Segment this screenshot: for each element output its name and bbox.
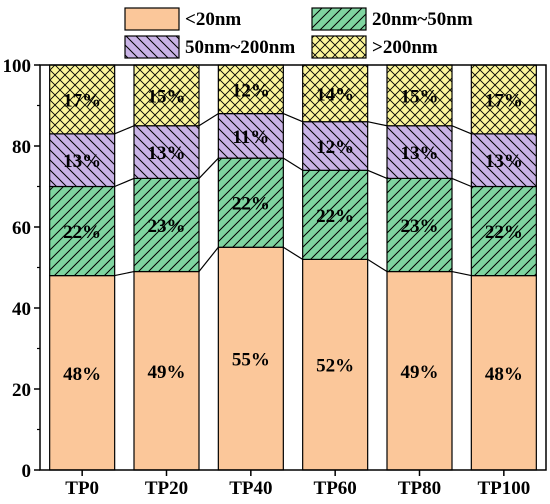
- bar-segment-20nm-tp80: [386, 270, 453, 471]
- connector-line: [451, 125, 472, 135]
- bar-pattern-20nm-50nm-tp20: [134, 178, 199, 272]
- bar-pattern-50nm-200nm-tp60: [302, 121, 368, 171]
- data-labels-group: 48% 22% 13% 17% 49% 23% 13% 15% 55% 22% 11% 12% 52% 2…: [63, 80, 523, 385]
- data-label: 13%: [485, 151, 523, 172]
- bar-pattern-50nm-200nm-tp80: [387, 125, 452, 179]
- bar-pattern-50nm-200nm-tp40: [218, 113, 284, 159]
- connector-line: [114, 177, 135, 188]
- bars-group: [49, 64, 537, 471]
- data-label: 13%: [148, 143, 186, 164]
- bar-pattern-50nm-200nm-tp100: [471, 133, 537, 187]
- connector-line: [198, 113, 219, 127]
- data-label: 13%: [63, 151, 101, 172]
- plot-frame: [39, 64, 547, 471]
- legend-swatch-pattern: [125, 36, 179, 58]
- bar-pattern-20nm-50nm-tp80: [387, 178, 452, 272]
- y-tick-label: 80: [12, 137, 31, 158]
- bar-pattern-20nm-50nm-tp0: [49, 186, 115, 276]
- bar-pattern-50nm-200nm-tp20: [134, 125, 199, 179]
- bar-pattern-20nm-50nm-tp100: [471, 186, 537, 276]
- x-tick-label: TP0: [65, 478, 99, 499]
- y-tick-label: 100: [3, 56, 32, 77]
- data-label: 23%: [401, 216, 439, 237]
- bar-pattern-200nm-tp20: [134, 65, 199, 126]
- data-label: 15%: [148, 86, 186, 107]
- data-label: 22%: [63, 222, 101, 243]
- connector-line: [367, 169, 388, 179]
- bar-pattern-20nm-50nm-tp40: [218, 158, 284, 248]
- legend-label: 50nm~200nm: [185, 37, 295, 58]
- bar-pattern-50nm-200nm-tp0: [49, 133, 115, 187]
- bar-segment-20nm-tp20: [133, 270, 200, 471]
- legend-swatch-pattern: [312, 8, 366, 30]
- connector-line: [114, 270, 135, 277]
- bar-pattern-200nm-tp0: [49, 65, 115, 134]
- data-label: 49%: [401, 362, 439, 383]
- data-label: 11%: [232, 127, 269, 148]
- data-label: 48%: [63, 364, 101, 385]
- y-tick-label: 40: [12, 299, 31, 320]
- y-tick-label: 60: [12, 218, 31, 239]
- legend-swatch-pattern: [312, 36, 366, 58]
- data-label: 17%: [63, 90, 101, 111]
- data-label: 17%: [485, 90, 523, 111]
- connector-line: [283, 246, 303, 260]
- connector-line: [283, 157, 303, 171]
- legend-label: <20nm: [185, 9, 241, 30]
- data-label: 22%: [316, 206, 354, 227]
- axes-group: 0 20 40 60 80 100 TP0 TP20 TP40 TP60 TP80 TP100: [3, 56, 547, 499]
- bar-pattern-20nm-50nm-tp60: [302, 170, 368, 260]
- legend-label: 20nm~50nm: [372, 9, 473, 30]
- x-tick-label: TP40: [229, 478, 272, 499]
- connector-line: [451, 270, 472, 277]
- connector-line: [114, 125, 135, 135]
- connector-line: [283, 113, 303, 123]
- y-tick-label: 0: [22, 461, 32, 482]
- bar-pattern-200nm-tp40: [218, 65, 284, 114]
- data-label: 12%: [316, 137, 354, 158]
- data-label: 22%: [485, 222, 523, 243]
- x-tick-label: TP60: [314, 478, 357, 499]
- data-label: 13%: [401, 143, 439, 164]
- connector-line: [451, 177, 472, 188]
- data-label: 14%: [316, 84, 354, 105]
- data-label: 23%: [148, 216, 186, 237]
- legend-label: >200nm: [372, 37, 438, 58]
- y-tick-label: 20: [12, 380, 31, 401]
- bar-segment-20nm-tp0: [49, 275, 116, 471]
- bar-segment-20nm-tp40: [217, 246, 284, 471]
- bar-pattern-200nm-tp80: [387, 65, 452, 126]
- data-label: 49%: [148, 362, 186, 383]
- connector-line: [198, 157, 219, 179]
- connector-line: [198, 246, 219, 272]
- data-label: 55%: [232, 350, 270, 371]
- legend: <20nm 20nm~50nm 50nm~200nm >200nm: [124, 7, 473, 59]
- data-label: 52%: [316, 356, 354, 377]
- legend-swatch: [124, 7, 180, 31]
- x-tick-label: TP100: [477, 478, 530, 499]
- data-label: 15%: [401, 86, 439, 107]
- x-tick-label: TP80: [398, 478, 441, 499]
- bar-pattern-200nm-tp100: [471, 65, 537, 134]
- connector-lines: [114, 113, 472, 277]
- bar-pattern-200nm-tp60: [302, 65, 368, 122]
- connector-line: [367, 121, 388, 127]
- bar-segment-20nm-tp100: [470, 275, 537, 471]
- data-label: 22%: [232, 194, 270, 215]
- x-tick-label: TP20: [145, 478, 188, 499]
- data-label: 48%: [485, 364, 523, 385]
- data-label: 12%: [232, 80, 270, 101]
- connector-line: [367, 258, 388, 273]
